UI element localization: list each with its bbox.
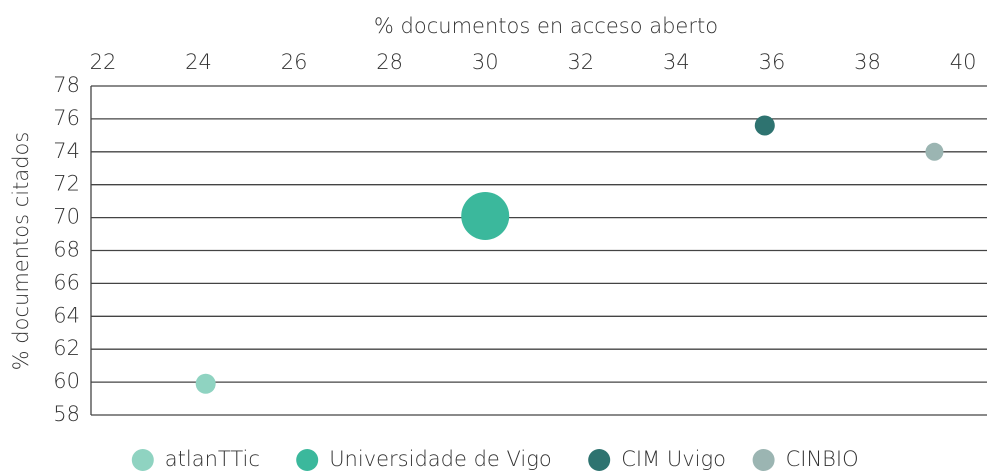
x-tick-label: 22: [90, 50, 117, 74]
legend-swatch: [752, 449, 775, 471]
legend-label: Universidade de Vigo: [329, 447, 552, 471]
legend-swatch: [296, 449, 319, 471]
x-tick-label: 34: [663, 50, 690, 74]
y-tick-label: 68: [53, 238, 80, 262]
bubble: [754, 115, 775, 136]
legend-label: CINBIO: [786, 447, 859, 471]
x-tick-label: 32: [567, 50, 594, 74]
x-axis-label: % documentos en acceso aberto: [374, 14, 718, 38]
y-tick-label: 72: [53, 172, 80, 196]
y-tick-label: 60: [53, 369, 80, 393]
x-tick-label: 36: [759, 50, 786, 74]
x-tick-label: 24: [185, 50, 212, 74]
x-tick-label: 30: [472, 50, 499, 74]
legend-swatch: [588, 449, 611, 471]
x-tick-label: 26: [281, 50, 308, 74]
y-tick-label: 70: [53, 205, 80, 229]
legend-swatch: [131, 449, 154, 471]
x-tick-label: 38: [854, 50, 881, 74]
bubble: [195, 373, 216, 394]
y-tick-label: 74: [53, 139, 80, 163]
y-tick-label: 66: [53, 270, 80, 294]
x-tick-label: 28: [376, 50, 403, 74]
legend-label: CIM Uvigo: [621, 447, 726, 471]
x-tick-label: 40: [950, 50, 977, 74]
bubble: [925, 142, 944, 161]
y-tick-label: 64: [53, 303, 80, 327]
legend-label: atlanTTic: [165, 447, 260, 471]
y-axis-label: % documentos citados: [9, 132, 33, 371]
y-tick-label: 78: [53, 73, 80, 97]
y-tick-label: 76: [53, 106, 80, 130]
bubble: [461, 191, 510, 240]
y-tick-label: 62: [53, 336, 80, 360]
y-tick-label: 58: [53, 402, 80, 426]
